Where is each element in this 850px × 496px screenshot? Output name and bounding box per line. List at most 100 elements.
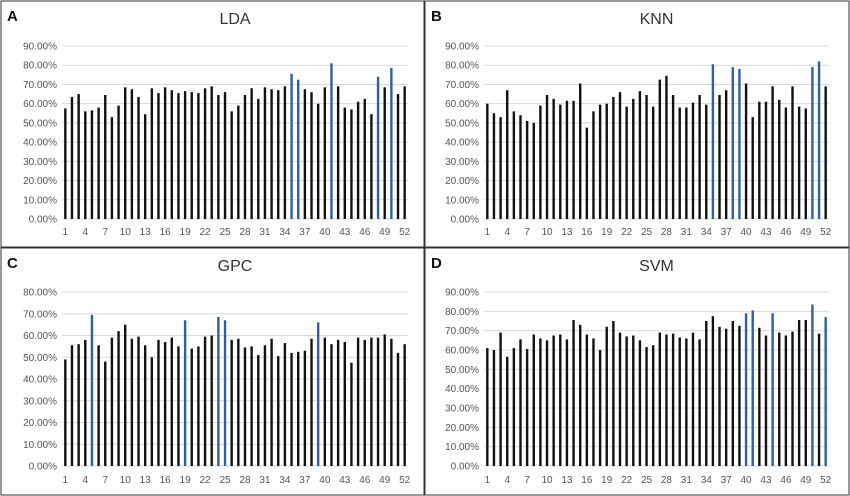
bar bbox=[738, 325, 741, 466]
chart-title: KNN bbox=[640, 11, 674, 28]
panel-letter: D bbox=[431, 255, 442, 272]
bar bbox=[791, 86, 794, 220]
bar bbox=[804, 320, 807, 466]
bar bbox=[336, 86, 340, 220]
bar-highlighted bbox=[376, 76, 380, 219]
bar bbox=[130, 89, 134, 219]
y-tick-label: 20.00% bbox=[23, 418, 57, 429]
bar bbox=[363, 339, 366, 466]
bar bbox=[77, 94, 80, 219]
bar bbox=[243, 347, 247, 466]
bar bbox=[303, 89, 307, 219]
bar bbox=[685, 338, 688, 466]
bar-highlighted bbox=[290, 73, 293, 220]
bar bbox=[791, 331, 794, 466]
bar bbox=[658, 332, 662, 466]
y-tick-label: 50.00% bbox=[23, 118, 57, 129]
bar-highlighted bbox=[751, 310, 754, 466]
bar bbox=[625, 106, 628, 219]
x-tick-label: 4 bbox=[83, 475, 89, 486]
y-tick-label: 20.00% bbox=[23, 176, 57, 187]
bar-highlighted bbox=[811, 304, 814, 466]
bar bbox=[283, 86, 287, 220]
bar bbox=[137, 336, 140, 466]
bar bbox=[316, 103, 320, 219]
y-tick-label: 30.00% bbox=[445, 404, 479, 415]
bar bbox=[190, 92, 193, 219]
x-tick-label: 7 bbox=[524, 227, 530, 238]
panel-frame bbox=[0, 0, 425, 248]
bar bbox=[310, 338, 313, 466]
x-tick-label: 4 bbox=[504, 475, 510, 486]
bar bbox=[784, 335, 788, 466]
bar bbox=[310, 92, 313, 219]
bar-highlighted bbox=[744, 313, 748, 466]
y-tick-label: 90.00% bbox=[23, 42, 57, 53]
x-tick-label: 16 bbox=[581, 475, 593, 486]
bar bbox=[539, 105, 542, 219]
chart-title: LDA bbox=[219, 11, 250, 28]
y-tick-label: 70.00% bbox=[23, 80, 57, 91]
bar bbox=[651, 106, 655, 219]
bar bbox=[671, 95, 675, 219]
bar-highlighted bbox=[217, 317, 220, 466]
y-tick-label: 60.00% bbox=[23, 331, 57, 342]
x-tick-label: 43 bbox=[339, 475, 351, 486]
bar bbox=[585, 334, 589, 466]
bar bbox=[585, 127, 589, 219]
bar bbox=[532, 122, 535, 219]
bar bbox=[565, 339, 569, 466]
bar bbox=[678, 337, 681, 466]
y-tick-label: 40.00% bbox=[445, 384, 479, 395]
bar bbox=[559, 334, 562, 466]
bar bbox=[605, 103, 608, 219]
bar bbox=[230, 339, 233, 466]
x-tick-label: 49 bbox=[800, 475, 812, 486]
bar bbox=[804, 108, 807, 219]
bar bbox=[512, 348, 516, 466]
bar bbox=[210, 335, 213, 466]
bar bbox=[70, 96, 74, 219]
x-tick-label: 19 bbox=[180, 475, 192, 486]
x-tick-label: 25 bbox=[641, 227, 653, 238]
bar bbox=[323, 337, 327, 466]
x-tick-label: 34 bbox=[279, 227, 291, 238]
bar bbox=[691, 102, 695, 219]
bar bbox=[84, 339, 87, 466]
bar bbox=[230, 111, 233, 219]
chart-panel-a: A LDA 0.00% 10.00% 20.00% 30.00% 40.00% 50.00% 6… bbox=[0, 0, 425, 248]
bar bbox=[632, 98, 635, 219]
bar bbox=[237, 338, 240, 466]
bar bbox=[370, 337, 373, 466]
y-tick-label: 10.00% bbox=[23, 195, 57, 206]
bar bbox=[383, 87, 386, 219]
bar bbox=[645, 347, 648, 466]
bar-highlighted bbox=[297, 79, 300, 219]
chart-panel-c: C GPC 0.00% 10.00% 20.00% 30.00% 40.00% 50.00% 6… bbox=[0, 247, 425, 496]
x-tick-label: 16 bbox=[160, 475, 172, 486]
bar bbox=[157, 339, 160, 466]
x-tick-label: 28 bbox=[661, 475, 673, 486]
y-tick-label: 20.00% bbox=[445, 423, 479, 434]
x-tick-label: 25 bbox=[641, 475, 653, 486]
y-tick-label: 10.00% bbox=[445, 442, 479, 453]
bar bbox=[124, 87, 127, 219]
x-tick-label: 31 bbox=[681, 227, 693, 238]
bar bbox=[343, 342, 346, 466]
bar-highlighted bbox=[316, 322, 320, 466]
bar bbox=[237, 105, 240, 219]
bar bbox=[277, 356, 280, 466]
bar bbox=[110, 117, 114, 219]
bar bbox=[499, 117, 502, 219]
bar bbox=[764, 101, 768, 219]
bar bbox=[705, 104, 708, 219]
bar bbox=[519, 115, 522, 219]
y-tick-label: 50.00% bbox=[23, 353, 57, 364]
bar bbox=[605, 326, 608, 466]
bar bbox=[350, 362, 353, 466]
bar bbox=[718, 326, 721, 466]
x-tick-label: 7 bbox=[102, 227, 108, 238]
bar bbox=[157, 93, 160, 219]
bar bbox=[257, 98, 260, 219]
bar bbox=[758, 101, 761, 219]
